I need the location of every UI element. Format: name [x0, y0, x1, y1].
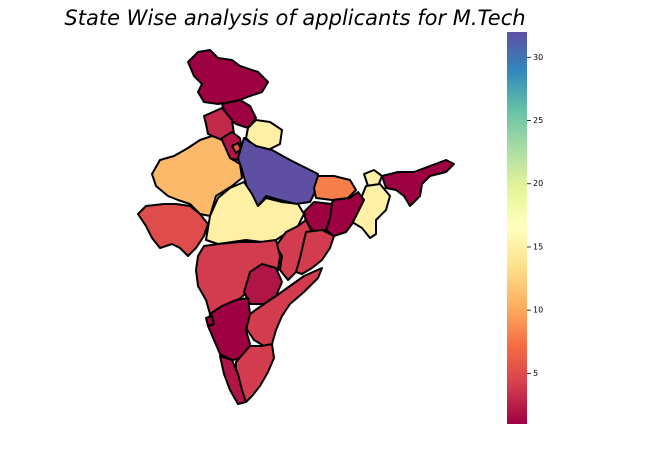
colorbar-tick-label: 15 [533, 242, 543, 251]
colorbar-tick: 5 [527, 369, 538, 378]
colorbar-tick: 10 [527, 306, 543, 315]
state-bihar[interactable] [313, 175, 357, 201]
colorbar-tick-label: 10 [533, 306, 543, 315]
colorbar-tick-label: 25 [533, 116, 543, 125]
state-sikkim[interactable] [363, 169, 383, 187]
india-map [137, 49, 455, 405]
state-goa[interactable] [205, 315, 215, 327]
colorbar-tick-label: 20 [533, 179, 543, 188]
colorbar-gradient [507, 32, 527, 424]
state-rajasthan[interactable] [151, 135, 243, 217]
colorbar-ticks: 5 10 15 20 25 30 [527, 53, 543, 378]
colorbar: 5 10 15 20 25 30 [507, 32, 543, 424]
colorbar-tick: 15 [527, 242, 543, 251]
colorbar-tick-label: 5 [533, 369, 538, 378]
colorbar-tick-label: 30 [533, 53, 543, 62]
state-kerala[interactable] [219, 355, 247, 405]
colorbar-tick: 20 [527, 179, 543, 188]
map-title: State Wise analysis of applicants for M.… [64, 6, 525, 30]
state-northeast[interactable] [381, 159, 455, 207]
state-andhra-pradesh[interactable] [245, 267, 323, 347]
colorbar-tick: 25 [527, 116, 543, 125]
state-karnataka[interactable] [207, 297, 251, 361]
colorbar-tick: 30 [527, 53, 543, 62]
state-gujarat[interactable] [137, 203, 209, 257]
state-odisha[interactable] [295, 229, 335, 275]
state-jammu-kashmir-ladakh[interactable] [187, 49, 269, 105]
